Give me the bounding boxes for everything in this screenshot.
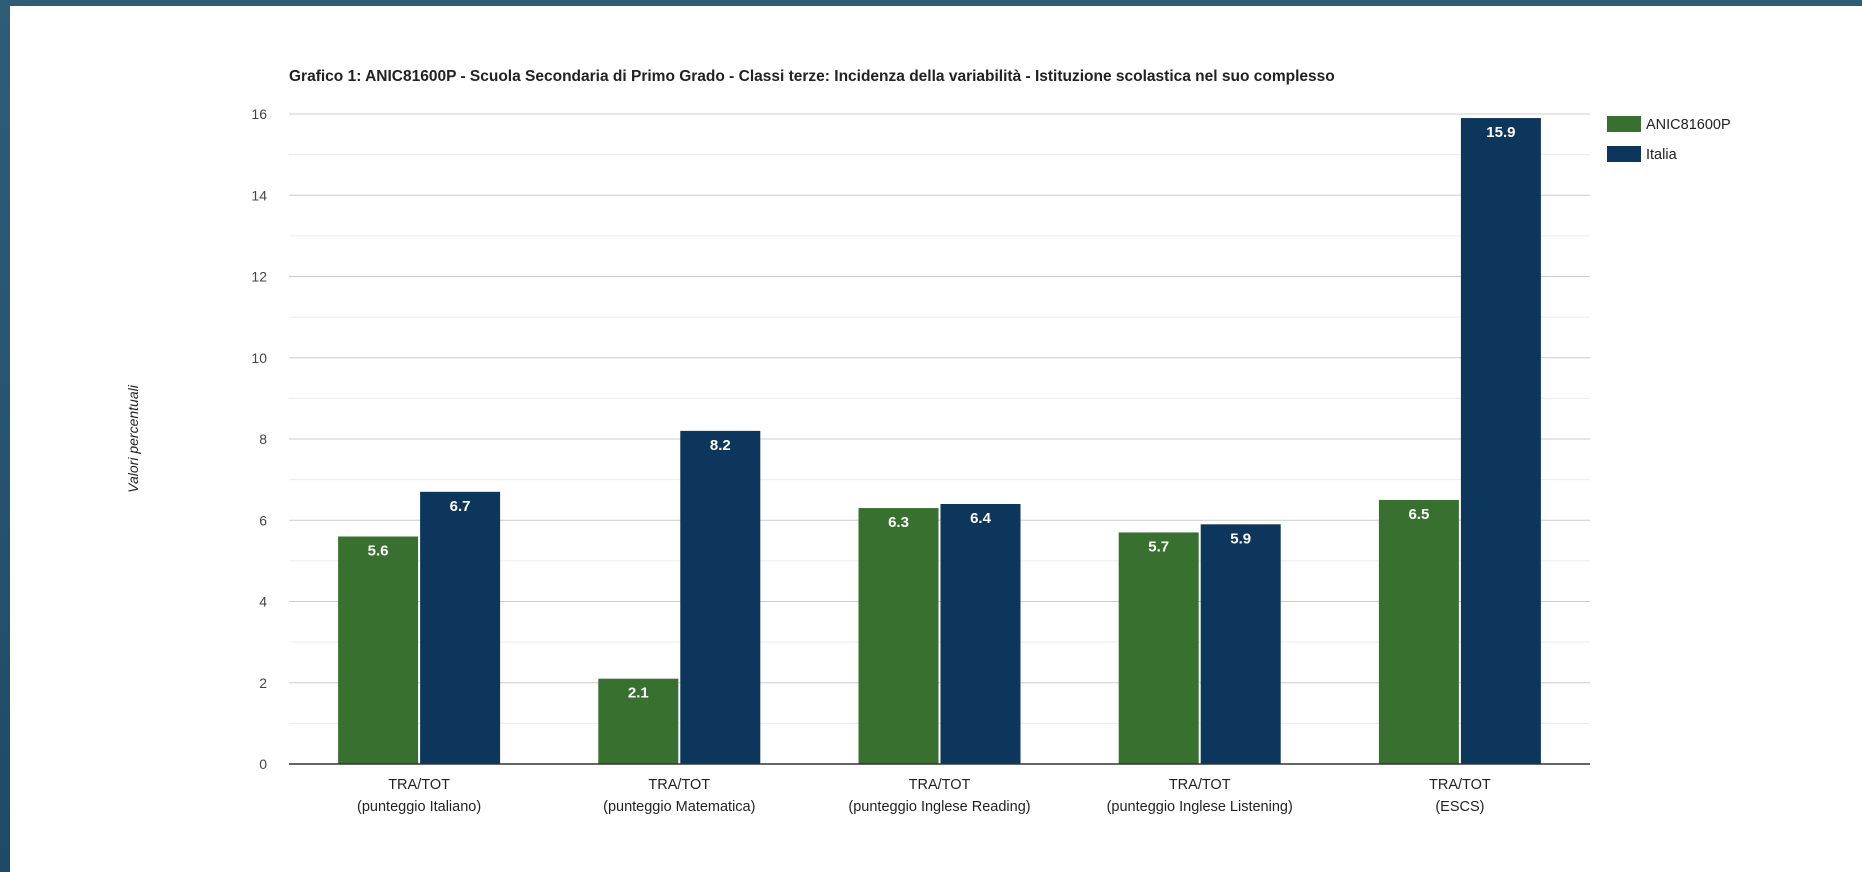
legend: ANIC81600P Italia: [1607, 116, 1731, 163]
x-axis-categories: TRA/TOT (punteggio Italiano) TRA/TOT (punte…: [357, 777, 1491, 815]
x-category-label: TRA/TOT: [909, 777, 971, 793]
y-axis-ticks: 0 2 4 6 8 10 12 14 16: [251, 106, 267, 772]
x-category-label: TRA/TOT: [388, 777, 450, 793]
bar-value-label: 6.7: [450, 498, 471, 515]
gridlines: [289, 113, 1590, 724]
chart-title: Grafico 1: ANIC81600P - Scuola Secondari…: [289, 68, 1335, 85]
bar-value-label: 5.6: [368, 543, 389, 560]
bar-italia-3: [940, 504, 1021, 764]
data-labels: 5.6 6.7 2.1 8.2 6.3 6.4 5.7 5.9 6.5 15.9: [368, 124, 1516, 702]
legend-swatch: [1607, 116, 1641, 132]
x-category-label: (ESCS): [1435, 799, 1484, 815]
bar-italia-4: [1200, 524, 1281, 764]
bar-value-label: 15.9: [1486, 124, 1515, 141]
x-category-label: TRA/TOT: [1169, 777, 1231, 793]
y-tick-label: 6: [259, 512, 267, 528]
x-category-label: (punteggio Italiano): [357, 799, 481, 815]
y-tick-label: 4: [259, 594, 267, 610]
legend-label: ANIC81600P: [1646, 117, 1731, 133]
bar-value-label: 2.1: [628, 685, 649, 702]
y-tick-label: 2: [259, 675, 267, 691]
y-tick-label: 12: [251, 269, 267, 285]
bar-value-label: 8.2: [710, 437, 731, 454]
bar-italia-5: [1460, 118, 1541, 764]
bar-value-label: 5.9: [1230, 530, 1251, 547]
bar-chart: Grafico 1: ANIC81600P - Scuola Secondari…: [125, 68, 1731, 815]
y-tick-label: 10: [251, 350, 267, 366]
bar-value-label: 6.4: [970, 510, 992, 527]
bar-anic81600p-4: [1118, 532, 1199, 764]
bar-anic81600p-5: [1378, 499, 1459, 764]
bar-italia-2: [680, 430, 761, 764]
y-axis-label: Valori percentuali: [125, 384, 141, 493]
x-category-label: TRA/TOT: [1429, 777, 1491, 793]
y-tick-label: 16: [251, 106, 267, 122]
y-tick-label: 0: [259, 756, 267, 772]
bar-italia-1: [420, 491, 501, 764]
x-category-label: (punteggio Inglese Reading): [848, 799, 1030, 815]
bar-anic81600p-1: [338, 536, 419, 764]
bar-anic81600p-2: [598, 678, 679, 764]
bars: [338, 118, 1541, 764]
legend-swatch: [1607, 146, 1641, 162]
chart-panel: Grafico 1: ANIC81600P - Scuola Secondari…: [10, 6, 1862, 872]
bar-value-label: 6.5: [1408, 506, 1429, 523]
x-category-label: (punteggio Matematica): [603, 799, 755, 815]
bar-value-label: 6.3: [888, 514, 909, 531]
x-category-label: TRA/TOT: [648, 777, 710, 793]
bar-anic81600p-3: [858, 508, 939, 764]
bar-value-label: 5.7: [1148, 538, 1169, 555]
y-tick-label: 8: [259, 431, 267, 447]
legend-label: Italia: [1646, 147, 1678, 163]
y-tick-label: 14: [251, 187, 267, 203]
x-category-label: (punteggio Inglese Listening): [1107, 799, 1293, 815]
